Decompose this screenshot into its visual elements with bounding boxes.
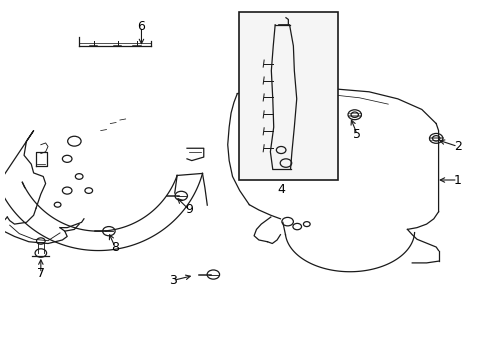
Text: 9: 9 bbox=[185, 203, 193, 216]
Text: 2: 2 bbox=[453, 140, 461, 153]
Text: 4: 4 bbox=[276, 183, 285, 196]
Text: 3: 3 bbox=[168, 274, 176, 287]
Text: 6: 6 bbox=[137, 20, 145, 33]
Bar bbox=[238, 13, 337, 180]
Text: 8: 8 bbox=[111, 240, 119, 253]
Text: 5: 5 bbox=[352, 128, 360, 141]
Text: 1: 1 bbox=[453, 174, 461, 186]
Text: 7: 7 bbox=[37, 267, 45, 280]
